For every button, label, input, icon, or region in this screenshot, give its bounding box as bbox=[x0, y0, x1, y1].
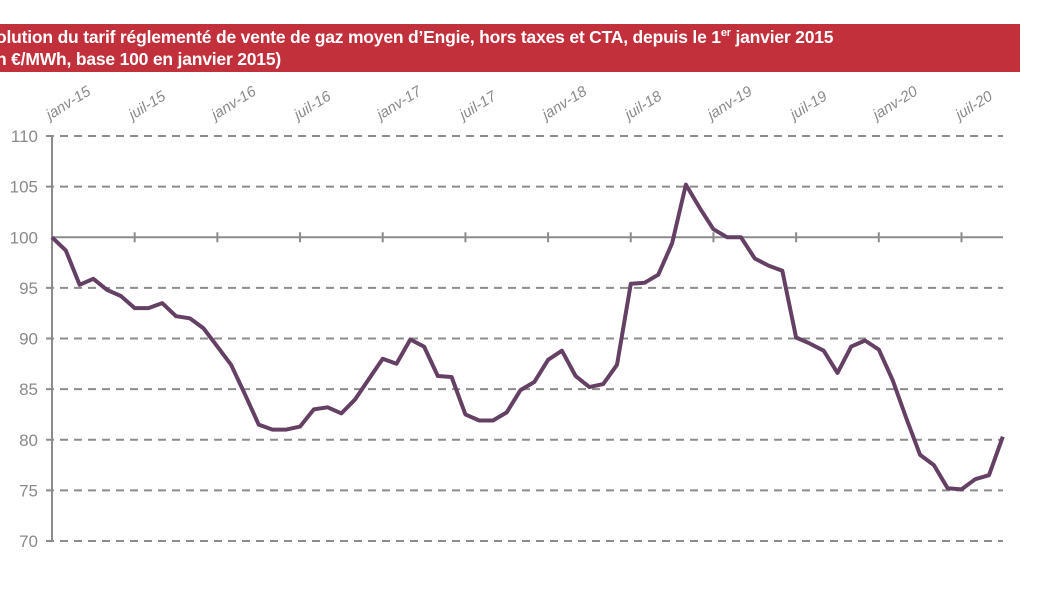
series-line bbox=[50, 182, 1005, 492]
x-tick-label: janv-19 bbox=[703, 83, 756, 125]
title-line-1: olution du tarif réglementé de vente de … bbox=[0, 26, 1020, 48]
x-tick-label: juil-15 bbox=[124, 87, 169, 124]
y-tick-label: 105 bbox=[10, 178, 38, 197]
title-line-2: n €/MWh, base 100 en janvier 2015) bbox=[0, 49, 281, 69]
title-superscript: er bbox=[720, 27, 731, 40]
x-tick-label: juil-18 bbox=[620, 87, 665, 124]
x-tick-label: janv-18 bbox=[537, 83, 590, 125]
x-axis-labels: janv-15 juil-15 janv-16 juil-16 janv-17 juil-… bbox=[41, 83, 996, 125]
x-tick-label: juil-19 bbox=[786, 87, 831, 124]
y-tick-label: 80 bbox=[19, 431, 38, 450]
x-tick-label: juil-20 bbox=[951, 87, 996, 124]
x-tick-label: janv-17 bbox=[372, 83, 425, 125]
y-tick-label: 95 bbox=[19, 279, 38, 298]
x-tick-label: janv-20 bbox=[868, 83, 921, 125]
y-tick-label: 90 bbox=[19, 330, 38, 349]
title-line-1-text: olution du tarif réglementé de vente de … bbox=[0, 27, 721, 47]
axes bbox=[51, 136, 1003, 541]
title-line-1-end: janvier 2015 bbox=[730, 27, 834, 47]
series bbox=[50, 182, 1005, 492]
x-tick-label: juil-16 bbox=[289, 87, 334, 124]
y-axis-labels: 70 75 80 85 90 95 100 105 110 bbox=[10, 127, 38, 551]
y-tick-label: 110 bbox=[11, 127, 38, 146]
y-tick-label: 75 bbox=[19, 481, 38, 500]
x-tick-label: janv-16 bbox=[207, 83, 260, 125]
x-tick-label: janv-15 bbox=[41, 83, 94, 125]
y-tick-label: 70 bbox=[19, 532, 38, 551]
y-tick-label: 85 bbox=[19, 380, 38, 399]
y-tick-label: 100 bbox=[10, 228, 38, 247]
gridlines bbox=[46, 135, 1003, 542]
x-tick-label: juil-17 bbox=[455, 87, 500, 124]
chart-title: olution du tarif réglementé de vente de … bbox=[0, 24, 1020, 72]
